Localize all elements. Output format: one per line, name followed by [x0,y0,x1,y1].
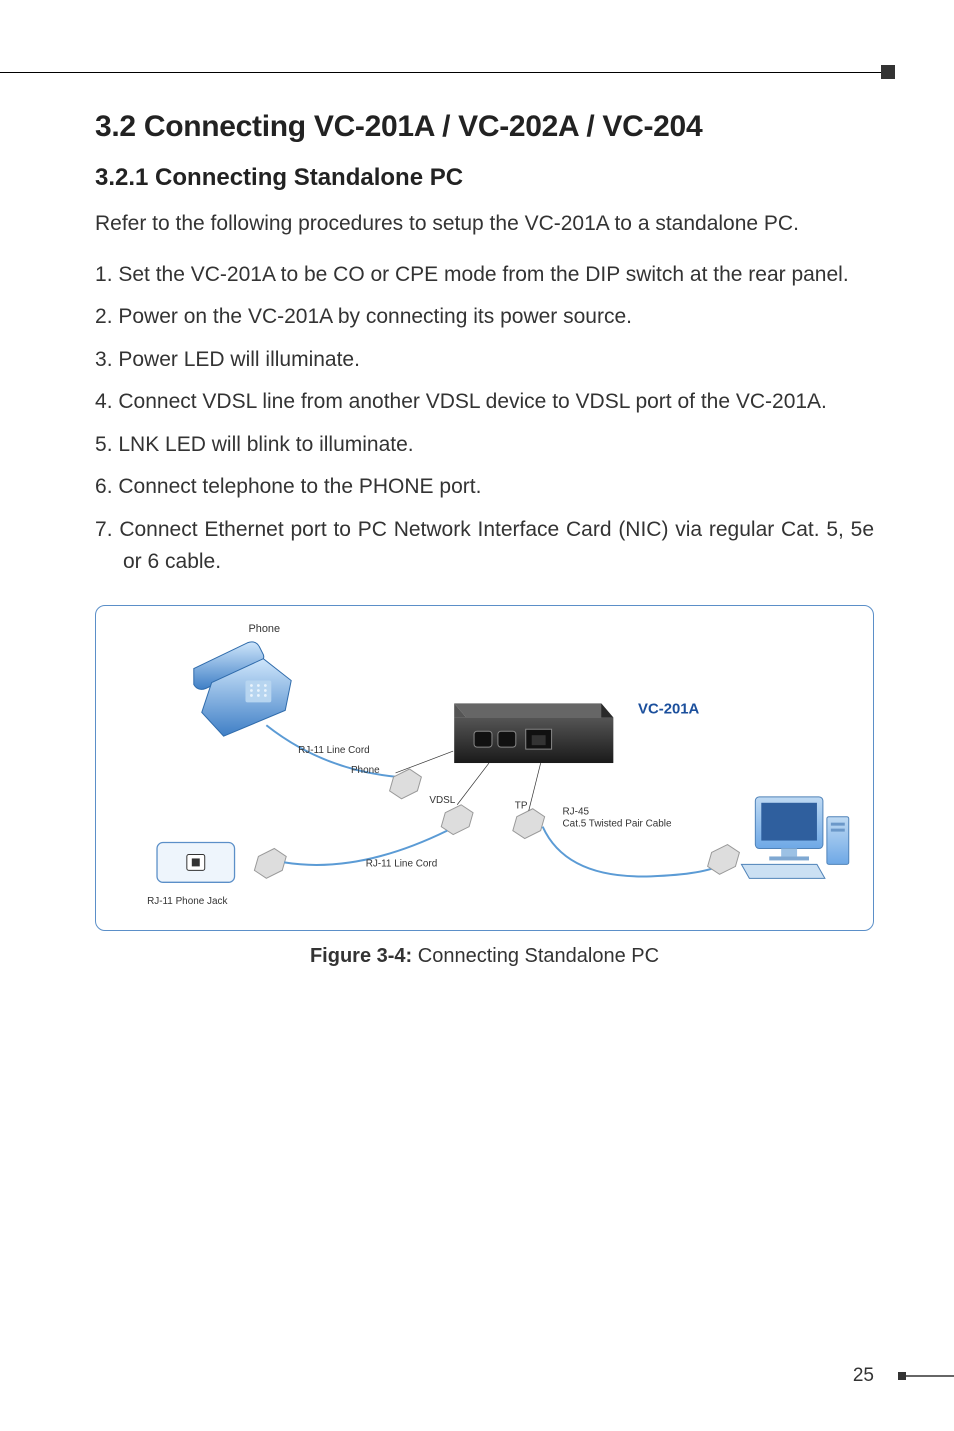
step-item: Connect Ethernet port to PC Network Inte… [95,514,874,579]
subsection-heading: 3.2.1 Connecting Standalone PC [95,164,874,192]
step-item: Connect VDSL line from another VDSL devi… [95,386,874,419]
label-vdsl: VDSL [429,795,455,806]
label-phone-port: Phone [351,765,380,776]
rj11-plug-icon [390,769,422,799]
label-jack: RJ-11 Phone Jack [147,896,227,907]
step-item: Connect telephone to the PHONE port. [95,471,874,504]
phone-jack-icon [157,842,235,882]
rj45-plug-icon [708,844,740,874]
tp-plug-icon [513,809,545,839]
cable-rj45 [543,827,722,877]
label-rj45: RJ-45 [563,807,590,818]
steps-list: Set the VC-201A to be CO or CPE mode fro… [95,259,874,579]
step-item: Power on the VC-201A by connecting its p… [95,301,874,334]
label-cat5: Cat.5 Twisted Pair Cable [563,819,672,830]
device-title: VC-201A [638,701,699,717]
jack-plug-icon [254,848,286,878]
step-item: Power LED will illuminate. [95,344,874,377]
intro-paragraph: Refer to the following procedures to set… [95,208,874,241]
pc-icon [741,797,848,878]
header-rule [95,60,874,84]
footer-rule-icon [898,1371,954,1381]
label-tp: TP [515,801,528,812]
step-item: LNK LED will blink to illuminate. [95,429,874,462]
device-icon [454,703,613,763]
label-rj11-2: RJ-11 Line Cord [366,858,438,869]
figure-diagram: Phone RJ-11 Line Cord VC-201A [95,605,874,931]
label-phone: Phone [248,623,280,635]
label-rj11-1: RJ-11 Line Cord [298,745,370,756]
page-number: 25 [853,1365,874,1387]
phone-icon [194,642,291,736]
section-heading: 3.2 Connecting VC-201A / VC-202A / VC-20… [95,110,874,144]
figure-caption: Figure 3-4: Connecting Standalone PC [95,945,874,968]
step-item: Set the VC-201A to be CO or CPE mode fro… [95,259,874,292]
